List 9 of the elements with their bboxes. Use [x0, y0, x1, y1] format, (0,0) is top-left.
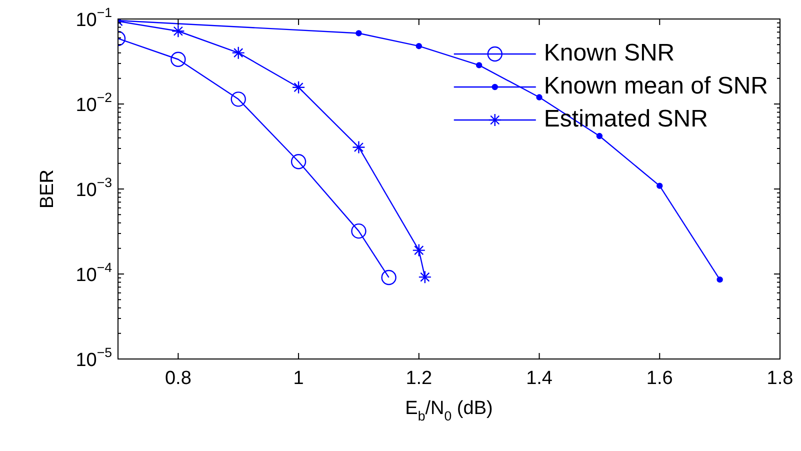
legend-label: Known SNR	[544, 40, 675, 67]
x-tick-label: 0.8	[164, 368, 192, 390]
x-tick-label: 1.8	[766, 368, 794, 390]
legend-label: Known mean of SNR	[544, 72, 768, 100]
y-axis-title: BER	[37, 169, 58, 209]
x-tick-label: 1.4	[526, 368, 553, 390]
x-tick-label: 1	[293, 368, 304, 390]
x-tick-label: 1.6	[646, 368, 673, 390]
x-tick-label: 1.2	[406, 368, 432, 390]
